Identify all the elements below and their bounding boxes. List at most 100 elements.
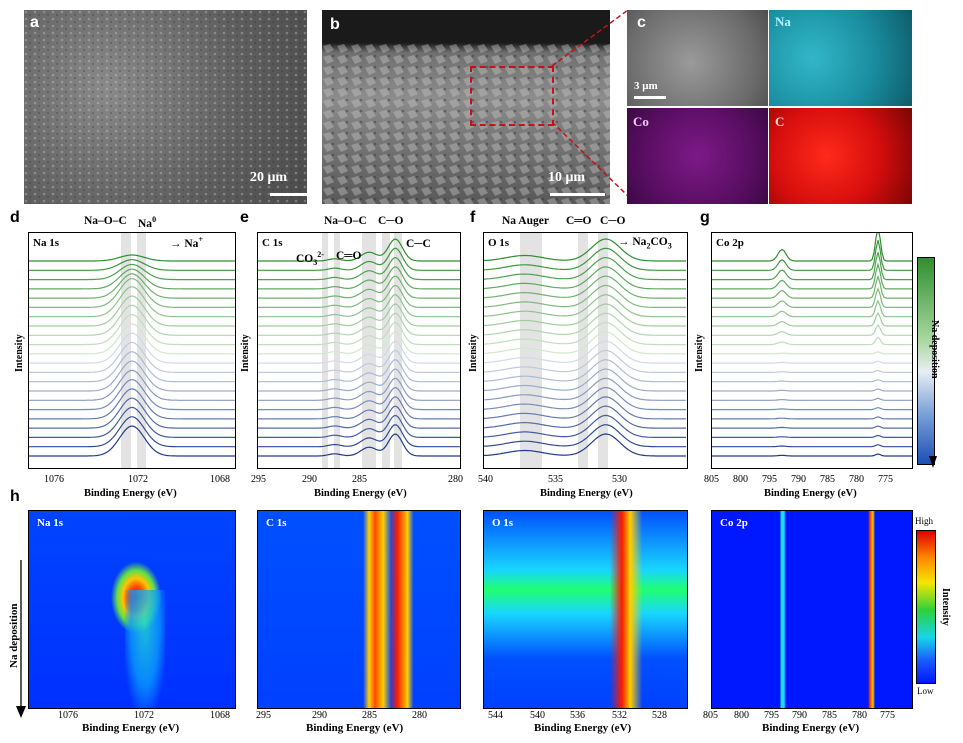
spectrum-trace [712, 286, 912, 308]
band-co3 [322, 233, 328, 468]
spectrum-trace [258, 359, 460, 383]
spectrum-trace [258, 396, 460, 420]
spectrum-trace [29, 259, 235, 271]
spectrum-trace [712, 324, 912, 336]
spectrum-trace [484, 238, 686, 262]
spectrum-trace [29, 286, 235, 318]
spectrum-trace [29, 379, 235, 411]
spectrum-trace [258, 266, 460, 290]
spectrum-trace [712, 299, 912, 318]
tick-g-1: 805 [704, 474, 719, 485]
spectrum-trace [484, 247, 686, 271]
panel-label-c: c [637, 14, 646, 31]
hm-tick-co-6: 780 [852, 710, 867, 721]
spectrum-trace [484, 386, 686, 411]
spectrum-trace [484, 321, 686, 346]
scale-bar-c [634, 96, 666, 99]
spectrum-trace [258, 340, 460, 364]
spectrum-trace [29, 397, 235, 429]
ylabel-f: Intensity [468, 334, 479, 372]
scale-label-b: 10 μm [548, 170, 586, 185]
tick-g-4: 790 [791, 474, 806, 485]
tick-d-3: 1068 [210, 474, 230, 485]
hm-tick-na-2: 1072 [134, 710, 154, 721]
spectrum-trace [258, 256, 460, 281]
zoom-box [470, 66, 554, 126]
eds-label-na: Na [775, 14, 791, 29]
band-naoc-e [362, 233, 376, 468]
tick-g-5: 785 [820, 474, 835, 485]
spectrum-trace [484, 349, 686, 373]
sem-image-c: 3 μm [627, 10, 768, 106]
sem-image-b: 10 μm [322, 10, 610, 204]
anno-ceo-e: C═O [336, 250, 362, 262]
hm-xlabel-c: Binding Energy (eV) [306, 722, 404, 734]
panel-label-e: e [240, 209, 249, 226]
spectrum-trace [484, 368, 686, 392]
hm-tick-co-1: 805 [703, 710, 718, 721]
spectrum-trace [258, 386, 460, 411]
hm-tick-c-4: 280 [412, 710, 427, 721]
spectrum-trace [712, 351, 912, 355]
hm-xlabel-na: Binding Energy (eV) [82, 722, 180, 734]
colorbar-label-g: Na deposition [929, 320, 940, 379]
spectrum-trace [258, 424, 460, 448]
heatmap-title-co2p: Co 2p [720, 517, 748, 529]
eds-map-co: Co [627, 108, 768, 204]
panel-label-b: b [330, 16, 340, 33]
tick-g-7: 775 [878, 474, 893, 485]
heatmap-title-na1s: Na 1s [37, 517, 63, 529]
band-co-e [382, 233, 390, 468]
hm-tick-o-2: 540 [530, 710, 545, 721]
anno-cc: C─C [406, 238, 431, 250]
eds-map-na: Na [769, 10, 912, 106]
colorbar-high: High [915, 516, 933, 526]
ylabel-g: Intensity [694, 334, 705, 372]
xlabel-d: Binding Energy (eV) [84, 488, 177, 499]
spectrum-trace [258, 284, 460, 308]
scale-bar-a [270, 193, 307, 196]
spectrum-trace [29, 388, 235, 420]
tick-d-1: 1076 [44, 474, 64, 485]
intensity-colorbar [916, 530, 936, 684]
spectra-curves-o1s [484, 238, 686, 457]
spectra-curves-c1s [258, 238, 460, 457]
spectrum-trace [258, 405, 460, 429]
spectrum-trace [29, 332, 235, 364]
spectra-panel-c1s: C 1s [257, 232, 461, 469]
spectrum-trace [484, 294, 686, 318]
spectrum-trace [484, 312, 686, 336]
spectrum-trace [258, 294, 460, 318]
spectrum-trace [29, 360, 235, 392]
panel-label-f: f [470, 209, 476, 226]
spectrum-trace [712, 453, 912, 457]
heatmap-deposition-arrow [16, 560, 26, 718]
spectrum-trace [712, 369, 912, 373]
spectrum-trace [712, 425, 912, 429]
band-ceo-f [578, 233, 588, 468]
spectrum-trace [712, 262, 912, 290]
spectrum-trace [258, 414, 460, 438]
spectrum-trace [712, 274, 912, 299]
anno-naoc-d: Na–O–C [84, 215, 127, 227]
anno-co-f: C─O [600, 215, 626, 227]
tick-g-6: 780 [849, 474, 864, 485]
spectrum-trace [712, 444, 912, 448]
spectrum-trace [258, 331, 460, 355]
spectrum-trace [712, 416, 912, 420]
heatmap-title-o1s: O 1s [492, 517, 514, 529]
panel-title-na1s: Na 1s [33, 237, 59, 249]
spectrum-trace [258, 247, 460, 271]
hm-tick-c-1: 295 [256, 710, 271, 721]
hm-tick-c-3: 285 [362, 710, 377, 721]
spectrum-trace [712, 311, 912, 327]
hm-tick-co-7: 775 [880, 710, 895, 721]
spectrum-trace [484, 405, 686, 429]
spectrum-trace [29, 341, 235, 373]
spectrum-trace [258, 368, 460, 392]
spectrum-trace [712, 233, 912, 262]
spectrum-trace [484, 275, 686, 299]
eds-label-co: Co [633, 114, 649, 129]
sem-image-a: 20 μm [24, 10, 307, 204]
spectrum-trace [29, 351, 235, 383]
